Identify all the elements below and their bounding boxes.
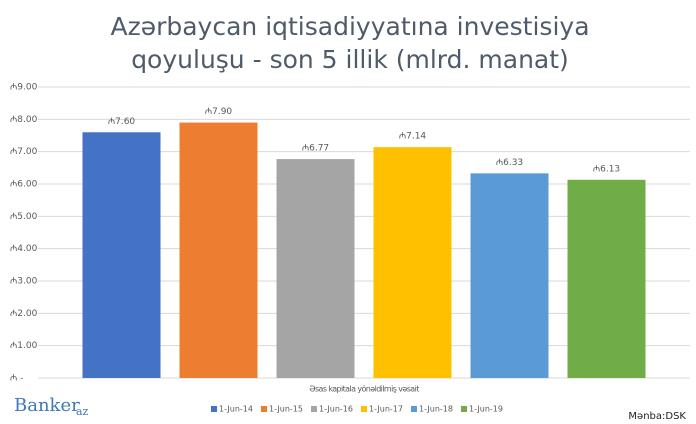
bar xyxy=(470,173,549,378)
bar xyxy=(82,132,161,378)
value-label: ₼7.14 xyxy=(399,132,427,142)
legend-label: 1-Jun-15 xyxy=(269,405,303,414)
logo: Banker xyxy=(14,395,80,416)
bar xyxy=(373,147,452,378)
legend-label: 1-Jun-16 xyxy=(319,405,353,414)
chart-title: Azərbaycan iqtisadiyyatına investisiya q… xyxy=(110,12,590,74)
legend-swatch xyxy=(361,406,367,412)
y-tick-label: ₼3.00 xyxy=(10,277,38,287)
source: Mənba:DSK xyxy=(628,411,686,422)
bar xyxy=(179,122,258,378)
legend-label: 1-Jun-17 xyxy=(369,405,403,414)
y-tick-label: ₼9.00 xyxy=(10,83,38,93)
y-tick-label: ₼ - xyxy=(10,374,23,384)
legend-swatch xyxy=(211,406,217,412)
y-tick-label: ₼2.00 xyxy=(10,309,38,319)
legend-label: 1-Jun-18 xyxy=(419,405,453,414)
bar xyxy=(567,179,646,378)
y-tick-label: ₼7.00 xyxy=(10,147,38,157)
legend-swatch xyxy=(311,406,317,412)
legend-swatch xyxy=(261,406,267,412)
legend-label: 1-Jun-19 xyxy=(469,405,503,414)
y-tick-label: ₼4.00 xyxy=(10,244,38,254)
bar xyxy=(276,159,355,378)
y-tick-label: ₼8.00 xyxy=(10,115,38,125)
y-tick-label: ₼6.00 xyxy=(10,180,38,190)
legend-swatch xyxy=(411,406,417,412)
y-tick-label: ₼1.00 xyxy=(10,341,38,351)
logo-suffix: az xyxy=(76,405,89,418)
value-label: ₼7.60 xyxy=(108,117,136,127)
legend-swatch xyxy=(461,406,467,412)
x-tick-label: Əsas kapitala yönəldilmiş vəsait xyxy=(309,385,419,394)
legend-label: 1-Jun-14 xyxy=(219,405,253,414)
value-label: ₼6.13 xyxy=(593,164,620,174)
y-tick-label: ₼5.00 xyxy=(10,212,38,222)
value-label: ₼7.90 xyxy=(205,107,233,117)
value-label: ₼6.33 xyxy=(496,158,523,168)
value-label: ₼6.77 xyxy=(302,144,329,154)
